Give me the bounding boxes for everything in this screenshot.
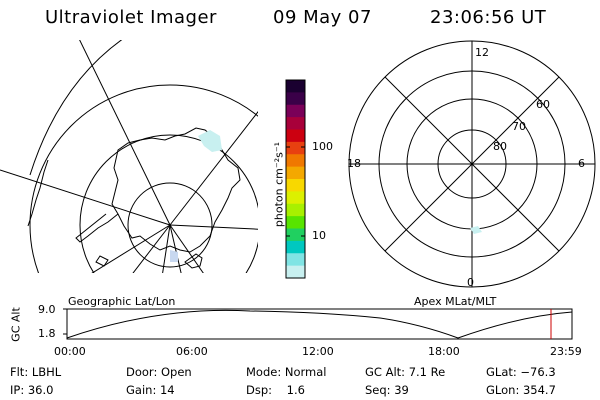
meridian-line [162,224,171,273]
aurora-patch [470,226,482,234]
mlat-80-label: 80 [493,140,507,153]
color-bar-segment [286,240,305,254]
mlat-60-label: 60 [536,98,550,111]
latitude-circle-middle [79,134,258,273]
altitude-plot-frame [66,308,573,340]
color-bar-segment [286,253,305,267]
color-bar-tick-10: 10 [312,229,326,242]
observation-time: 23:06:56 UT [430,7,547,28]
color-bar-frame [285,79,306,279]
geographic-map [0,40,258,273]
time-tick-1800: 18:00 [428,345,460,358]
color-bar-segment [286,216,305,230]
latitude-circle-outer [29,84,258,273]
color-bar-segment [286,117,305,131]
polar-plot [348,40,596,288]
aurora-patch [198,130,222,152]
meridian-line [169,224,258,230]
filter-value: Flt: LBHL [10,365,62,379]
ip-value: IP: 36.0 [10,383,54,397]
color-bar-segment [286,228,305,242]
antarctica-coastline [111,127,241,253]
island-coast [95,255,109,267]
gain-value: Gain: 14 [126,383,175,397]
meridian-line [132,224,171,273]
color-bar-segment [286,92,305,106]
time-tick-1200: 12:00 [302,345,334,358]
meridian-line [0,169,171,226]
aurora-patch [170,250,178,262]
color-bar [286,80,305,279]
color-bar-tick-100: 100 [312,140,333,153]
color-bar-segment [286,80,305,93]
mlt-0-label: 0 [467,276,474,289]
time-tick-2359: 23:59 [550,345,582,358]
mlt-12-label: 12 [475,46,489,59]
color-bar-segment [286,191,305,205]
gc-altitude-value: GC Alt: 7.1 Re [365,365,446,379]
geographic-projection-label: Geographic Lat/Lon [68,295,176,308]
color-bar-segment [286,166,305,180]
diagonal-axis [384,76,560,252]
meridian-line [79,40,171,226]
color-bar-segment [286,141,305,155]
meridian-line [169,224,204,273]
mlt-18-label: 18 [347,157,361,170]
color-bar-segment [286,154,305,168]
instrument-title: Ultraviolet Imager [45,7,217,28]
geo-latitude-value: GLat: −76.3 [486,365,556,379]
latitude-circle-inner [127,182,213,268]
sequence-value: Seq: 39 [365,383,409,397]
color-bar-segment [286,104,305,118]
altitude-max-label: 9.0 [38,303,56,316]
apex-projection-label: Apex MLat/MLT [414,295,497,308]
color-bar-unit-label: photon cm⁻²s⁻¹ [272,141,286,228]
mode-value: Mode: Normal [246,365,327,379]
color-bar-segment [286,203,305,217]
geo-longitude-value: GLon: 354.7 [486,383,556,397]
mlt-6-label: 6 [578,157,585,170]
altitude-plot [63,308,573,340]
color-bar-segment [286,179,305,192]
color-bar-segment [286,129,305,143]
altitude-curve [66,309,573,339]
mlat-70-label: 70 [512,120,526,133]
dsp-value: Dsp: 1.6 [246,383,305,397]
altitude-axis-label: GC Alt [9,307,23,342]
meridian-line [91,224,171,273]
door-status: Door: Open [126,365,192,379]
observation-date: 09 May 07 [273,7,372,28]
island-coast [184,253,203,269]
time-tick-0600: 06:00 [176,345,208,358]
meridian-line [169,111,258,226]
south-america-tip [27,159,49,227]
altitude-min-label: 1.8 [38,327,56,340]
time-tick-0000: 00:00 [54,345,86,358]
latitude-arc [29,40,123,176]
color-bar-segment [286,265,305,279]
antarctic-peninsula [75,213,119,243]
